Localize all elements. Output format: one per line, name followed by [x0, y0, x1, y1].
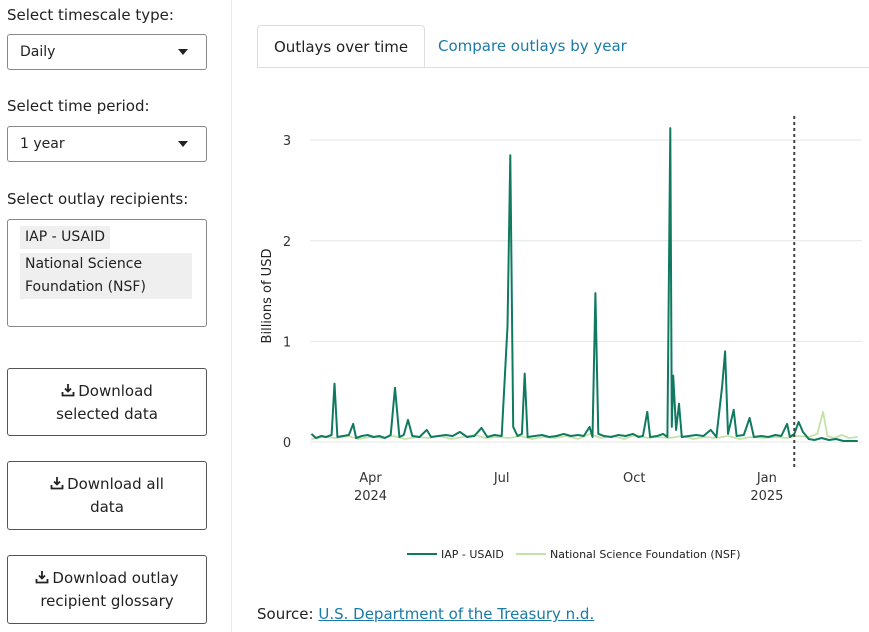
- x-tick-label: Oct: [623, 471, 645, 486]
- source-prefix: Source:: [257, 605, 319, 623]
- download-selected-label-2: selected data: [56, 404, 158, 423]
- x-tick-label: Jul: [493, 471, 510, 486]
- chevron-down-icon: [178, 141, 188, 147]
- legend-label-iap-usaid: IAP - USAID: [441, 548, 504, 561]
- timescale-label: Select timescale type:: [7, 6, 174, 24]
- y-tick-label: 0: [283, 436, 291, 451]
- series-line-iap-usaid: [310, 127, 858, 442]
- recipient-chip-nsf-line2: Foundation (NSF): [25, 279, 146, 295]
- period-select-value: 1 year: [20, 136, 65, 152]
- download-glossary-label-1: Download outlay: [52, 569, 179, 587]
- download-all-label-2: data: [90, 498, 124, 516]
- download-icon: [35, 568, 49, 590]
- tab-compare-outlays-by-year[interactable]: Compare outlays by year: [438, 37, 627, 55]
- outlays-line-chart: 0 1 2 3 Billions of USD Apr 2024 Jul Oct Jan 2025 I…: [260, 116, 862, 561]
- download-glossary-button[interactable]: Download outlay recipient glossary: [7, 555, 207, 624]
- download-selected-button[interactable]: Download selected data: [7, 368, 207, 436]
- source-link[interactable]: U.S. Department of the Treasury n.d.: [318, 605, 595, 623]
- period-label: Select time period:: [7, 97, 150, 115]
- sidebar: Select timescale type: Daily Select time…: [0, 0, 232, 632]
- recipient-chip-iap-usaid[interactable]: IAP - USAID: [20, 226, 110, 249]
- x-tick-sublabel: 2025: [750, 489, 783, 504]
- tab-outlays-over-time[interactable]: Outlays over time: [257, 25, 426, 67]
- recipient-chip-nsf-line1: National Science: [25, 256, 143, 272]
- download-glossary-label-2: recipient glossary: [40, 592, 174, 610]
- legend-label-nsf: National Science Foundation (NSF): [550, 548, 741, 561]
- timescale-select[interactable]: Daily: [7, 34, 207, 70]
- source-note: Source: U.S. Department of the Treasury …: [257, 605, 594, 623]
- y-axis-label: Billions of USD: [260, 249, 275, 344]
- recipients-label: Select outlay recipients:: [7, 190, 189, 208]
- tab-bar: Outlays over time Compare outlays by yea…: [257, 25, 869, 68]
- x-tick-sublabel: 2024: [354, 489, 387, 504]
- x-tick-label: Jan: [756, 471, 777, 486]
- recipients-multiselect[interactable]: IAP - USAID National Science Foundation …: [7, 219, 207, 327]
- download-selected-label-1: Download: [78, 381, 153, 400]
- recipient-chip-nsf[interactable]: National Science Foundation (NSF): [20, 253, 192, 299]
- chevron-down-icon: [178, 49, 188, 55]
- download-all-button[interactable]: Download all data: [7, 461, 207, 530]
- download-icon: [50, 474, 64, 496]
- y-tick-label: 1: [283, 335, 291, 350]
- y-tick-label: 3: [283, 134, 291, 149]
- download-icon: [61, 381, 75, 403]
- period-select[interactable]: 1 year: [7, 126, 207, 162]
- timescale-select-value: Daily: [20, 44, 56, 60]
- x-tick-label: Apr: [359, 471, 382, 486]
- download-all-label-1: Download all: [67, 475, 164, 493]
- y-tick-label: 2: [283, 235, 291, 250]
